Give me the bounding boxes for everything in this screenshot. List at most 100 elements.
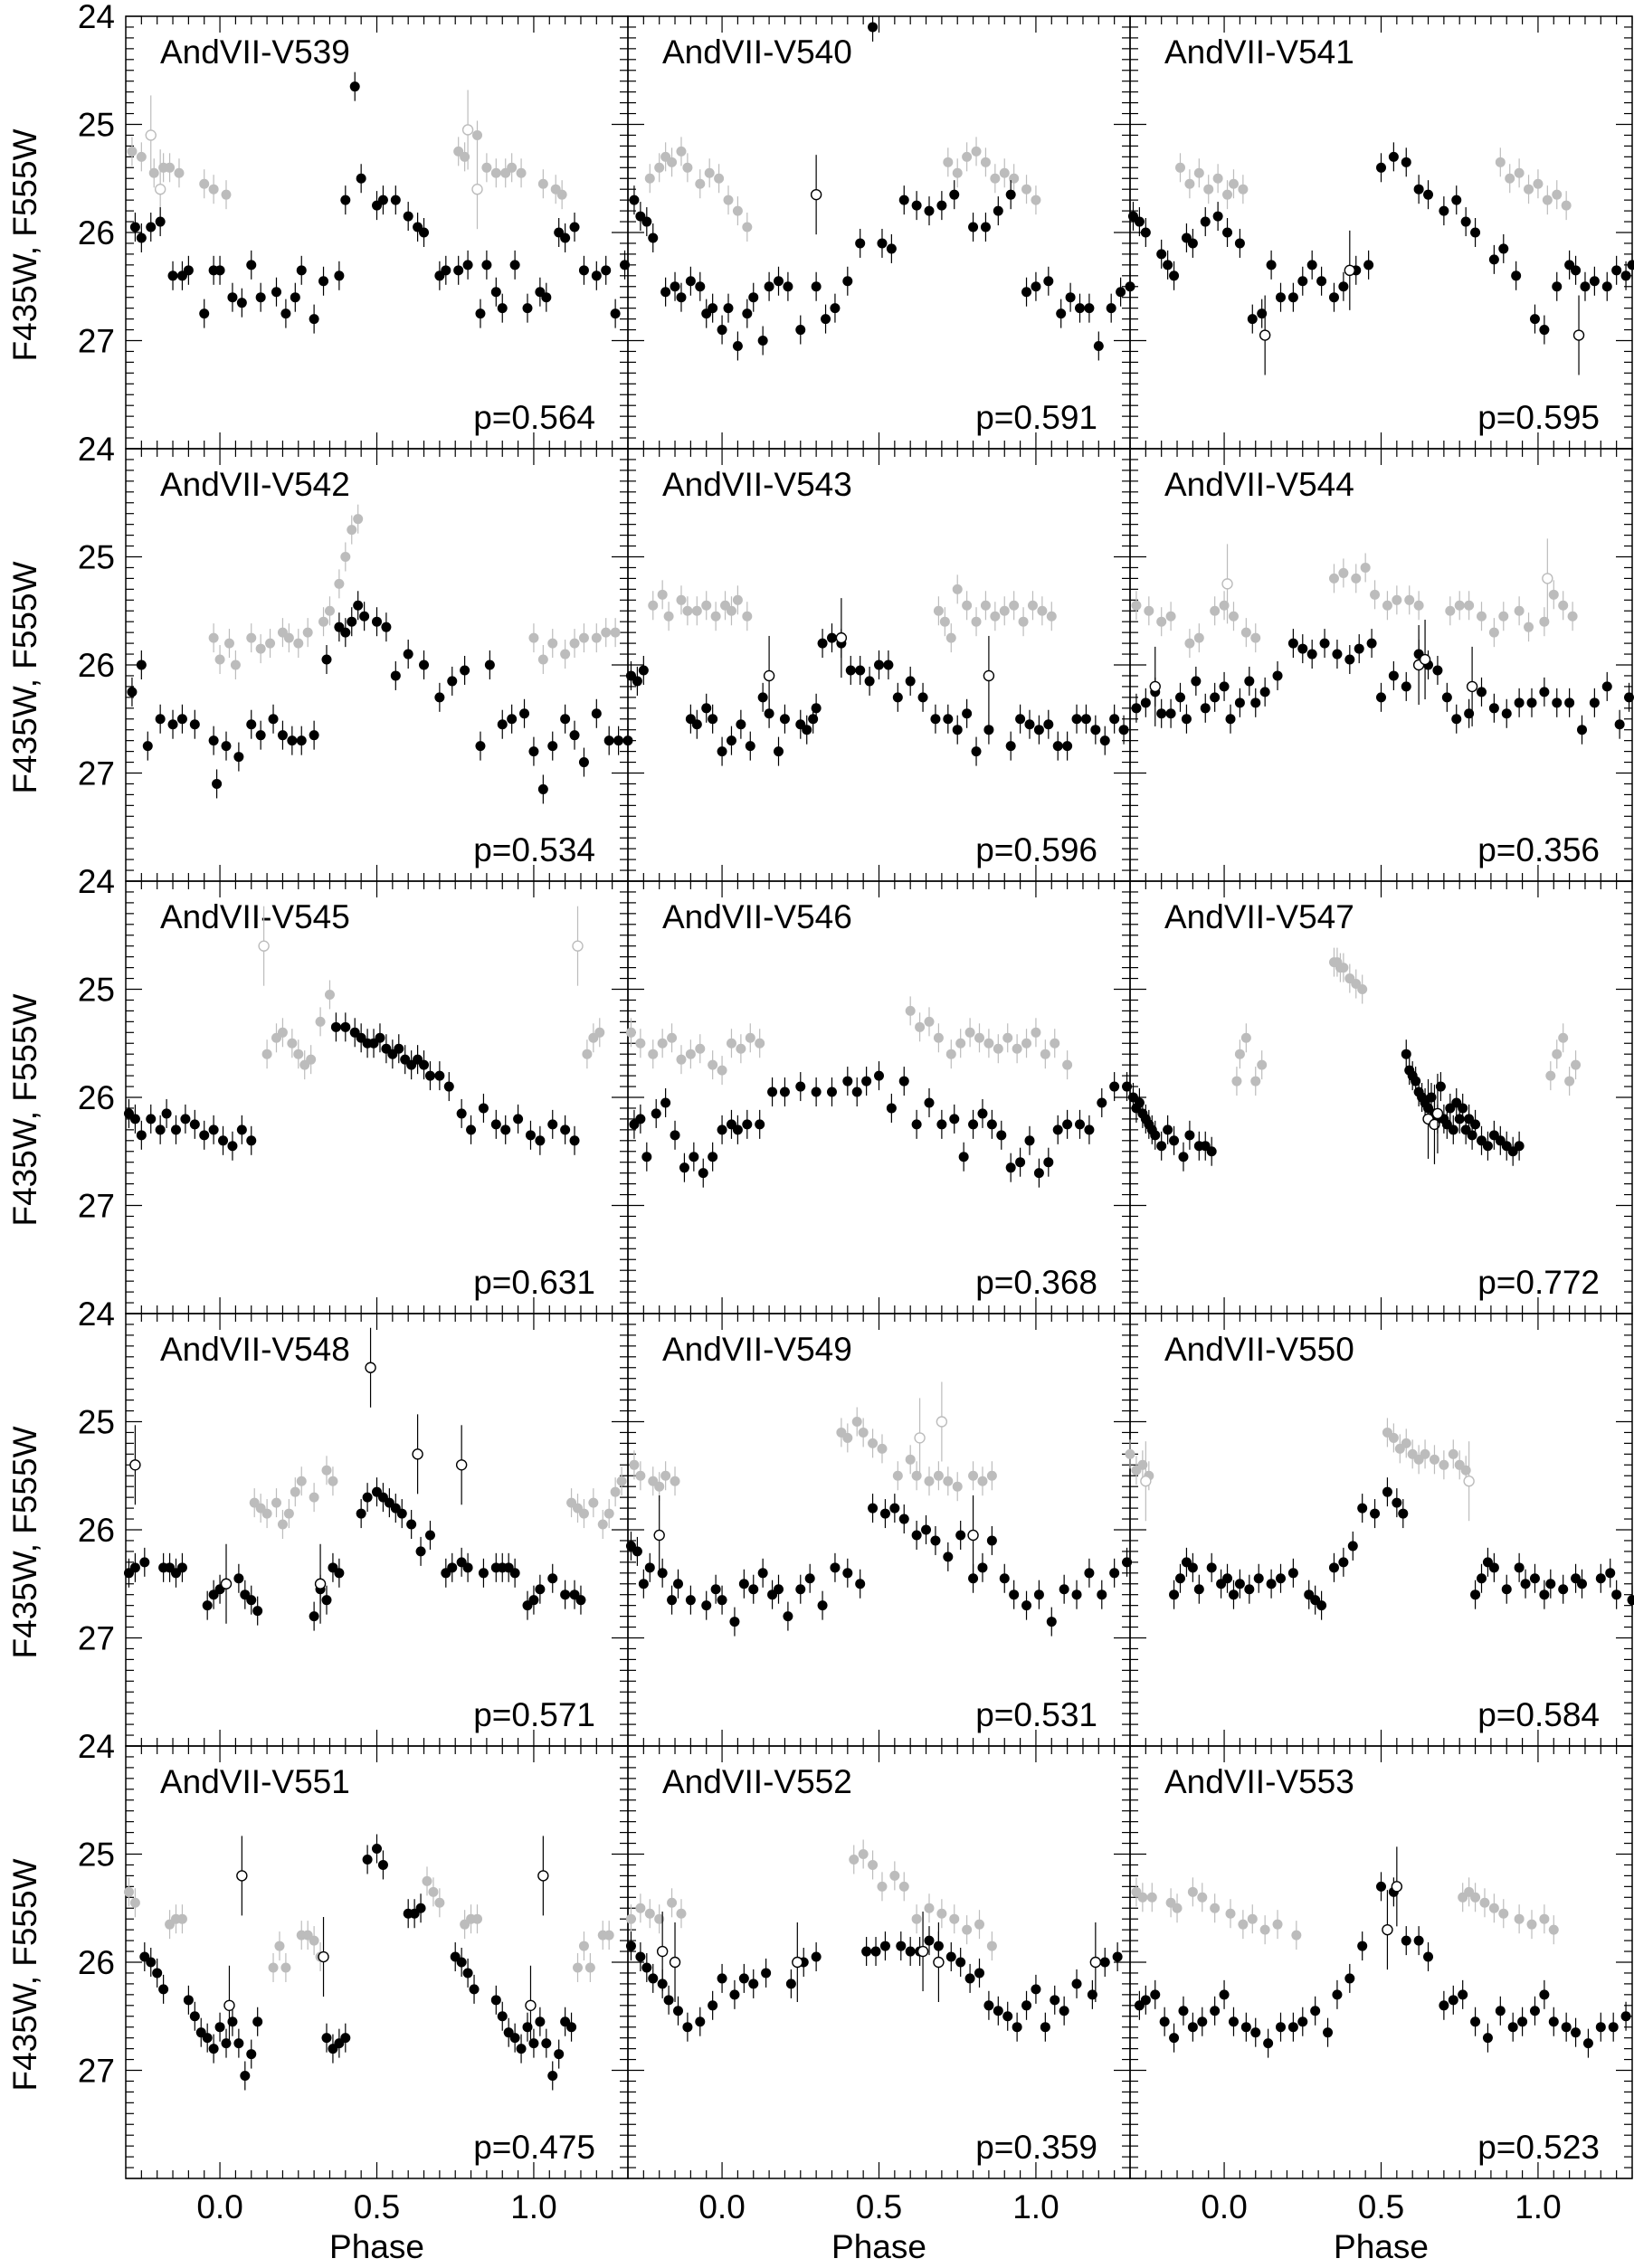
data-point xyxy=(318,616,329,627)
data-point xyxy=(1005,1162,1016,1173)
data-point xyxy=(1018,616,1029,627)
data-point xyxy=(710,611,721,622)
data-point xyxy=(290,1486,300,1497)
data-point xyxy=(1470,1589,1481,1600)
data-point xyxy=(958,1152,969,1162)
data-point xyxy=(460,665,470,676)
series-black-open xyxy=(1149,620,1478,726)
panel-title: AndVII-V541 xyxy=(1164,33,1354,71)
series-black-filled xyxy=(1127,142,1634,345)
data-point xyxy=(1156,249,1167,260)
period-label: p=0.534 xyxy=(473,831,595,868)
data-point xyxy=(695,1043,706,1054)
data-point xyxy=(1291,1930,1302,1941)
data-point xyxy=(183,265,194,276)
data-point xyxy=(1272,1919,1283,1930)
data-point xyxy=(738,1973,749,1984)
data-point xyxy=(638,1579,649,1589)
data-point xyxy=(180,1114,191,1125)
data-point xyxy=(1514,697,1525,708)
data-point xyxy=(575,1595,586,1606)
data-point xyxy=(603,1930,614,1941)
data-point xyxy=(208,735,219,746)
data-point xyxy=(1404,594,1415,605)
data-point xyxy=(610,308,621,319)
data-point xyxy=(1112,1951,1123,1962)
data-point xyxy=(644,173,655,184)
data-point xyxy=(1225,714,1236,725)
series-gray-filled xyxy=(127,120,567,210)
data-point xyxy=(817,638,828,649)
data-point xyxy=(745,1032,755,1043)
data-point xyxy=(296,735,307,746)
data-point-open xyxy=(917,1945,929,1958)
data-point xyxy=(695,281,706,292)
data-point xyxy=(1043,1157,1054,1168)
data-point xyxy=(1445,605,1456,616)
data-point xyxy=(1210,605,1221,616)
period-label: p=0.595 xyxy=(1477,399,1600,436)
data-point xyxy=(1539,325,1550,336)
data-point xyxy=(1539,1913,1550,1924)
data-point xyxy=(955,1530,966,1541)
data-point xyxy=(462,1562,473,1573)
data-point xyxy=(1005,741,1016,752)
data-point xyxy=(632,676,642,687)
data-point xyxy=(868,1859,879,1870)
data-point xyxy=(1169,2033,1180,2044)
panel-AndVII-V541: AndVII-V541 p=0.595 xyxy=(1127,15,1634,450)
data-point xyxy=(1498,1908,1509,1919)
data-point xyxy=(1247,1913,1258,1924)
data-point xyxy=(1187,1886,1198,1897)
data-point xyxy=(490,287,501,298)
data-point xyxy=(1608,2022,1619,2033)
data-point xyxy=(1297,276,1308,287)
data-point xyxy=(1210,1903,1221,1913)
data-point xyxy=(1595,2022,1606,2033)
data-point xyxy=(306,1054,317,1065)
data-point xyxy=(1401,1935,1411,1946)
data-point xyxy=(955,1038,966,1049)
data-point xyxy=(1150,1989,1161,2000)
data-point xyxy=(1191,676,1202,687)
data-point xyxy=(525,1130,536,1141)
data-point xyxy=(547,1119,558,1130)
data-point xyxy=(1548,2017,1559,2027)
data-point xyxy=(962,151,973,162)
data-point xyxy=(962,600,973,611)
data-point xyxy=(1370,1508,1381,1519)
data-point xyxy=(896,1941,907,1951)
data-point-open xyxy=(525,1999,537,2012)
data-point xyxy=(453,265,464,276)
data-point xyxy=(1611,265,1622,276)
data-point xyxy=(849,1854,860,1865)
x-tick-label: 0.5 xyxy=(856,2188,902,2225)
data-point xyxy=(1316,276,1327,287)
data-point xyxy=(588,1497,599,1508)
data-point xyxy=(858,1427,869,1438)
series-gray-filled xyxy=(1231,947,1582,1096)
period-label: p=0.591 xyxy=(975,399,1097,436)
data-point xyxy=(573,1962,583,1973)
data-point xyxy=(1552,189,1563,200)
data-point xyxy=(1558,1032,1569,1043)
data-point xyxy=(535,1584,546,1595)
data-point xyxy=(808,714,819,725)
data-point-open xyxy=(656,1945,669,1958)
panel-title: AndVII-V539 xyxy=(160,33,350,71)
data-point xyxy=(1093,340,1104,351)
x-axis-label: Phase xyxy=(1334,2228,1429,2265)
data-point xyxy=(635,1951,646,1962)
data-point xyxy=(955,1957,966,1968)
data-point xyxy=(761,1968,772,1979)
data-point xyxy=(462,260,473,270)
data-point xyxy=(1109,1081,1120,1092)
y-tick-label: 24 xyxy=(78,0,115,35)
data-point xyxy=(676,146,687,157)
data-point xyxy=(1059,1584,1069,1595)
data-point xyxy=(1370,589,1381,600)
data-point xyxy=(1015,1157,1026,1168)
data-point xyxy=(1529,314,1540,325)
data-point xyxy=(390,670,401,681)
data-point xyxy=(356,1508,366,1519)
